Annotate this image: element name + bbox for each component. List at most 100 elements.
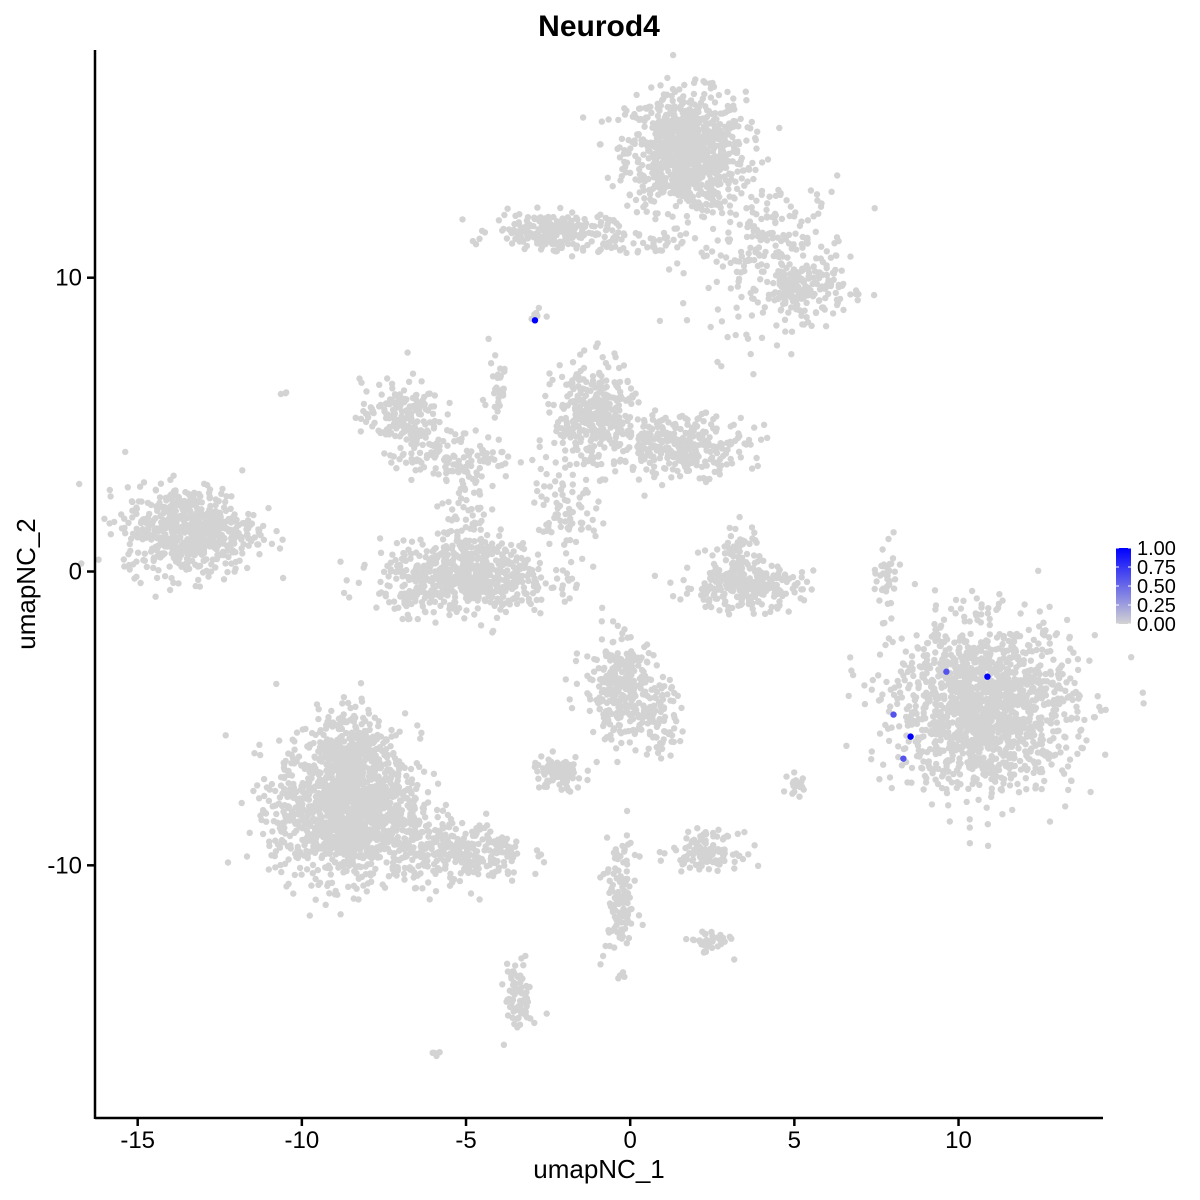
cell-point xyxy=(885,737,893,745)
cell-point xyxy=(709,148,717,155)
cell-point xyxy=(680,185,687,193)
cell-point xyxy=(546,483,554,490)
cell-point xyxy=(743,577,750,584)
cell-point xyxy=(493,614,501,621)
cell-point xyxy=(626,414,634,421)
cell-point xyxy=(789,573,797,581)
cell-point xyxy=(668,92,675,100)
cell-point xyxy=(656,247,664,254)
cell-point xyxy=(449,588,457,595)
cell-point xyxy=(147,548,155,555)
cell-point xyxy=(672,202,680,210)
cell-point xyxy=(743,550,751,558)
cell-point xyxy=(198,499,205,506)
cell-point xyxy=(742,559,750,566)
cell-point xyxy=(717,110,724,117)
cell-point xyxy=(587,387,594,395)
cell-point xyxy=(439,536,447,543)
cell-point xyxy=(427,577,434,585)
cell-point xyxy=(721,198,728,205)
cell-point xyxy=(432,619,439,626)
cell-point xyxy=(1087,788,1094,796)
cell-point xyxy=(452,551,460,559)
cell-point xyxy=(813,279,820,287)
cell-point xyxy=(595,248,602,256)
cell-point xyxy=(512,572,519,579)
cell-point xyxy=(639,136,647,143)
cell-point xyxy=(745,436,753,444)
cell-point xyxy=(658,96,666,104)
cell-point xyxy=(785,608,792,615)
cell-point xyxy=(569,234,576,241)
cell-point xyxy=(727,218,734,226)
cell-point xyxy=(799,277,807,284)
cell-point xyxy=(609,236,617,243)
cell-point xyxy=(467,550,475,557)
cell-point xyxy=(810,567,817,574)
cell-point xyxy=(673,150,680,158)
cell-point xyxy=(155,567,162,574)
cell-point xyxy=(159,552,166,559)
cell-point xyxy=(751,559,758,567)
cell-point xyxy=(433,440,440,447)
cell-point xyxy=(698,138,706,145)
cell-point xyxy=(603,383,610,391)
cell-point xyxy=(126,540,133,548)
cell-point xyxy=(648,163,655,171)
cell-point xyxy=(713,278,720,285)
cell-point xyxy=(419,397,426,404)
cell-point xyxy=(410,569,417,576)
cell-point xyxy=(703,107,711,114)
cell-point xyxy=(204,481,211,489)
cell-point xyxy=(597,222,604,229)
cell-point xyxy=(510,548,517,555)
cell-point xyxy=(683,317,691,324)
cell-point xyxy=(825,290,832,297)
cell-point xyxy=(883,678,890,686)
cell-point xyxy=(726,605,733,612)
cell-point xyxy=(408,538,416,545)
cell-point xyxy=(692,114,700,121)
cell-point xyxy=(675,124,682,131)
cell-point xyxy=(673,437,680,445)
cell-point xyxy=(667,579,674,586)
cell-point xyxy=(800,597,808,604)
cell-point xyxy=(725,229,732,236)
cell-point xyxy=(184,536,191,543)
cell-point xyxy=(778,237,785,245)
cell-point xyxy=(134,549,142,556)
cell-point xyxy=(473,566,480,573)
cell-point xyxy=(723,461,730,468)
cell-point xyxy=(563,236,571,244)
cell-point xyxy=(566,536,574,544)
cell-point xyxy=(621,158,628,165)
cell-point xyxy=(803,578,811,585)
cell-point xyxy=(652,160,659,167)
cell-point xyxy=(203,567,210,574)
cell-point xyxy=(548,222,556,229)
cell-point xyxy=(727,532,735,540)
cell-point xyxy=(457,539,464,546)
cell-point xyxy=(741,538,748,545)
cell-point xyxy=(223,542,231,549)
cell-point xyxy=(650,463,658,470)
cell-point xyxy=(747,350,754,358)
cell-point xyxy=(534,204,541,211)
cell-point xyxy=(472,241,480,248)
cell-point xyxy=(598,432,605,439)
cell-point xyxy=(626,444,633,451)
cell-point xyxy=(162,534,169,541)
cell-point xyxy=(1014,633,1021,640)
cell-point xyxy=(231,518,238,525)
cell-point xyxy=(725,611,733,618)
cell-point xyxy=(689,193,696,200)
cell-point xyxy=(160,505,167,512)
cell-point xyxy=(346,594,353,601)
cell-point xyxy=(813,191,821,198)
cell-point xyxy=(707,85,714,92)
cell-point xyxy=(776,124,783,132)
cell-point xyxy=(677,105,684,113)
cell-point xyxy=(603,412,611,419)
cell-point xyxy=(207,502,214,510)
